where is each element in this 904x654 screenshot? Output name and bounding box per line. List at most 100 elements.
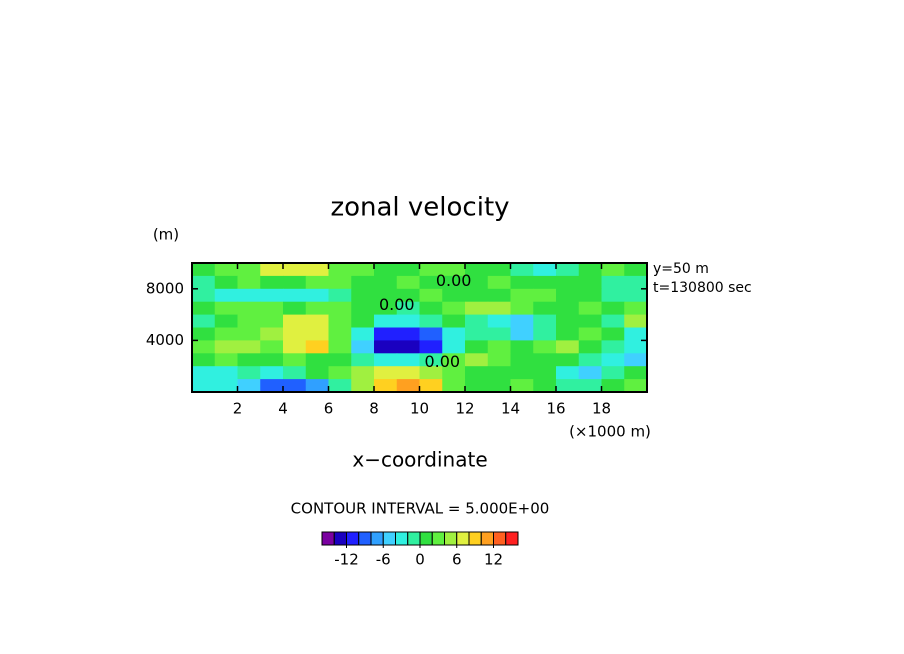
field-cell (510, 366, 534, 380)
field-cell (283, 263, 307, 277)
field-cell (237, 327, 261, 341)
field-cell (396, 301, 420, 316)
field-cell (237, 353, 261, 367)
field-cell (465, 301, 489, 316)
field-cell (533, 353, 557, 367)
x-label: x−coordinate (352, 448, 487, 472)
field-cell (192, 263, 216, 277)
field-cell (578, 327, 602, 341)
field-cell (214, 353, 238, 367)
field-cell (465, 288, 489, 303)
field-cell (305, 379, 329, 393)
field-cell (465, 327, 489, 341)
field-cell (419, 314, 443, 328)
field-cell (419, 301, 443, 316)
field-cell (510, 275, 534, 290)
field-cell (465, 353, 489, 367)
x-unit: (×1000 m) (569, 423, 651, 441)
field-cell (533, 379, 557, 393)
field-cell (419, 379, 443, 393)
field-cell (601, 301, 625, 316)
field-cell (465, 275, 489, 290)
field-cell (260, 353, 284, 367)
field-cell (578, 301, 602, 316)
field-cell (305, 288, 329, 303)
colorbar-box (468, 531, 482, 546)
field-cell (328, 327, 352, 341)
field-cell (601, 353, 625, 367)
colorbar-box (382, 531, 396, 546)
field-cell (305, 353, 329, 367)
field-cell (601, 275, 625, 290)
field-cell (396, 314, 420, 328)
field-cell (556, 327, 580, 341)
colorbar-tick-label: -6 (376, 551, 391, 569)
field-cell (442, 288, 466, 303)
field-cell (487, 340, 511, 354)
field-cell (533, 263, 557, 277)
field-cell (283, 340, 307, 354)
field-cell (601, 327, 625, 341)
field-cell (351, 288, 375, 303)
field-cell (237, 263, 261, 277)
field-cell (328, 340, 352, 354)
field-cell (465, 379, 489, 393)
field-cell (442, 366, 466, 380)
field-cell (260, 327, 284, 341)
field-cell (283, 275, 307, 290)
field-cell (487, 353, 511, 367)
field-cell (556, 263, 580, 277)
colorbar-box (493, 531, 507, 546)
field-cell (510, 314, 534, 328)
field-cell (328, 263, 352, 277)
field-cell (487, 366, 511, 380)
field-cell (283, 379, 307, 393)
field-cell (260, 301, 284, 316)
colorbar-box (370, 531, 384, 546)
field-cell (374, 327, 398, 341)
field-cell (624, 379, 648, 393)
field-cell (556, 288, 580, 303)
field-cell (374, 301, 398, 316)
field-cell (214, 263, 238, 277)
field-cell (283, 353, 307, 367)
field-cell (374, 263, 398, 277)
field-cell (578, 366, 602, 380)
field-cell (396, 327, 420, 341)
field-cell (192, 353, 216, 367)
field-cell (328, 314, 352, 328)
field-cell (419, 366, 443, 380)
field-cell (192, 340, 216, 354)
field-cell (442, 275, 466, 290)
field-cell (578, 288, 602, 303)
field-cell (283, 314, 307, 328)
field-cell (260, 263, 284, 277)
field-cell (237, 340, 261, 354)
field-cell (419, 288, 443, 303)
colorbar-tick-label: 6 (452, 551, 462, 569)
chart-title: zonal velocity (330, 193, 509, 223)
info: t=130800 sec (653, 280, 752, 296)
field-cell (260, 314, 284, 328)
field-cell (487, 275, 511, 290)
field-cell (396, 263, 420, 277)
field-cell (419, 275, 443, 290)
field-cell (396, 353, 420, 367)
field-cell (442, 263, 466, 277)
field-cell (601, 366, 625, 380)
field-cell (351, 275, 375, 290)
field-cell (351, 314, 375, 328)
colorbar-box (456, 531, 470, 546)
field-cell (283, 288, 307, 303)
field-cell (214, 314, 238, 328)
field-cell (283, 366, 307, 380)
field-cell (419, 340, 443, 354)
field-cell (510, 301, 534, 316)
field-cell (396, 275, 420, 290)
field-cell (374, 366, 398, 380)
field-cell (305, 340, 329, 354)
field-cell (533, 327, 557, 341)
field-cell (442, 327, 466, 341)
field-cell (396, 288, 420, 303)
field-cell (351, 327, 375, 341)
